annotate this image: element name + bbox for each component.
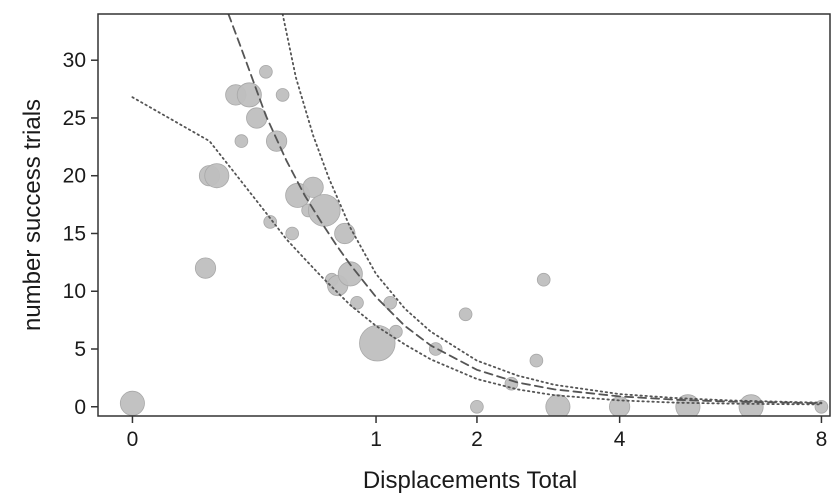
y-tick-label: 10 [63,280,86,303]
data-point [194,257,217,279]
y-axis-title: number success trials [19,99,46,331]
x-tick-label: 4 [614,428,626,451]
chart-axes: 0 5 10 15 20 25 30 0 1 2 4 8 [63,13,831,451]
x-tick-label: 8 [816,428,828,451]
data-point [337,261,363,287]
data-point [285,226,300,241]
data-point [334,222,356,245]
data-point [263,215,278,229]
confidence-band-line [281,14,823,404]
data-point [204,163,230,189]
data-point [234,134,249,148]
confidence-band-line [131,96,823,406]
data-point [470,399,484,414]
data-point [350,295,364,310]
y-tick-label: 30 [63,49,86,72]
data-point [504,376,519,391]
data-point [359,325,396,362]
x-tick-label: 1 [370,428,382,451]
data-point [383,295,398,310]
data-point [428,342,443,356]
x-tick-label: 0 [127,428,139,451]
plot-frame [97,13,831,417]
y-tick-label: 20 [63,165,86,188]
data-point [302,176,324,198]
points-group [119,65,829,416]
data-point [275,88,290,102]
y-tick-label: 5 [74,338,86,361]
data-point [536,272,551,287]
data-point [259,65,273,79]
fit-line [227,14,823,405]
data-point [119,390,145,416]
x-axis-title: Displacements Total [363,467,577,494]
data-point [458,307,473,322]
y-tick-label: 0 [74,396,86,419]
x-tick-label: 2 [471,428,483,451]
data-point [529,353,544,368]
fit-lines-group [131,14,823,406]
y-tick-label: 25 [63,107,86,130]
data-point [246,107,268,129]
y-tick-label: 15 [63,222,86,245]
chart-marks [119,14,829,416]
